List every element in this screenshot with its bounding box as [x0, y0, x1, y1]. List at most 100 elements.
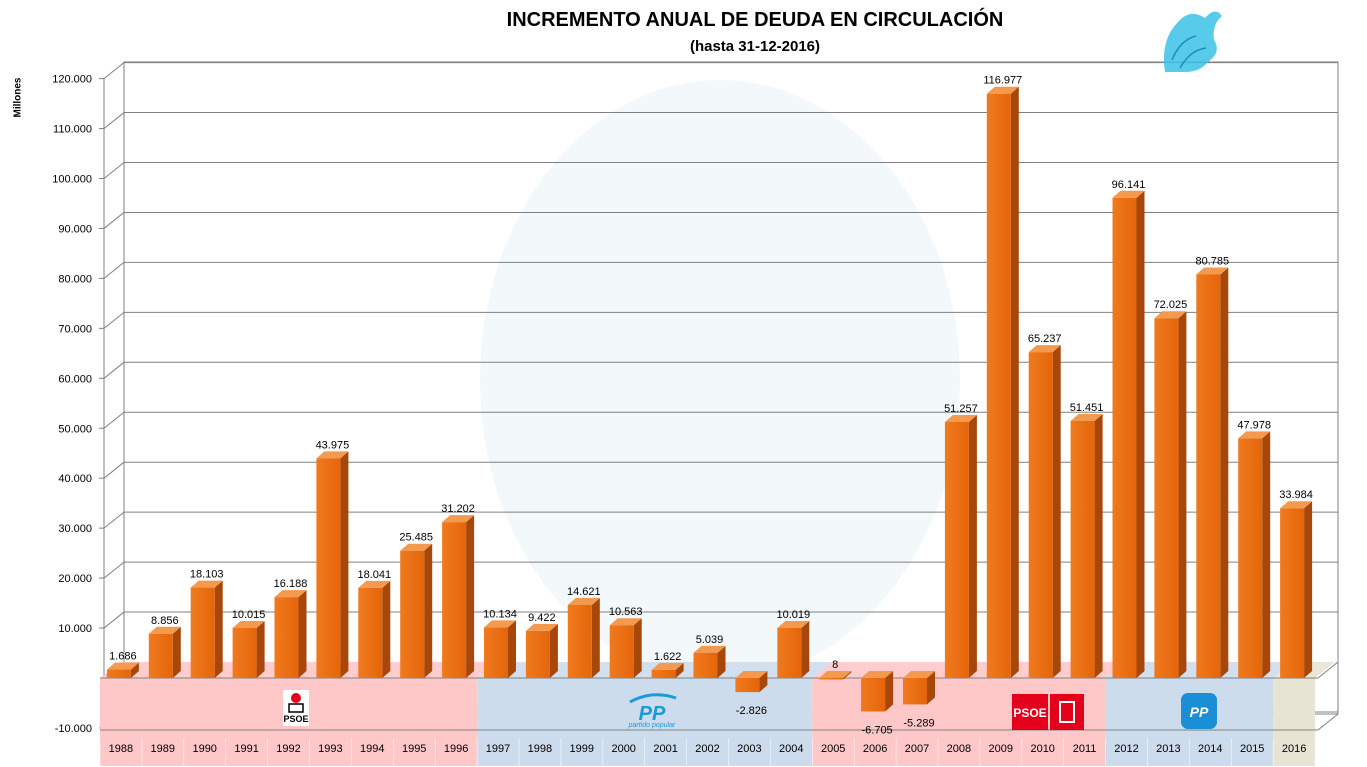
pp-logo-text: PP	[639, 703, 666, 725]
griffin-emblem-icon	[1163, 11, 1222, 73]
bar-side	[633, 618, 642, 678]
data-label: 43.975	[316, 439, 350, 451]
bar-top	[903, 671, 935, 678]
x-tick-label: 2006	[863, 743, 887, 755]
grid-diag	[103, 361, 125, 379]
bar-top	[1028, 345, 1061, 353]
bar-front	[693, 652, 718, 678]
y-tick-label: 30.000	[58, 523, 92, 535]
bar-front	[944, 421, 969, 678]
x-tick-label: 2016	[1282, 743, 1306, 755]
x-tick-label: 2010	[1030, 743, 1054, 755]
bar-front	[316, 458, 341, 678]
y-tick-label: 90.000	[58, 223, 92, 235]
bar-side	[214, 580, 223, 678]
data-label: 25.485	[399, 532, 433, 544]
bar-side	[130, 662, 139, 678]
period-band	[1273, 678, 1316, 766]
data-label: 9.422	[528, 612, 556, 624]
bar	[442, 515, 475, 678]
data-label: 10.015	[232, 609, 266, 621]
data-label: 5.039	[696, 634, 724, 646]
data-label: 72.025	[1154, 299, 1188, 311]
x-tick-label: 1988	[109, 743, 133, 755]
bar-top	[567, 597, 600, 605]
bar-top	[861, 671, 894, 678]
bar-front	[1070, 421, 1095, 678]
bar-front	[1154, 318, 1179, 678]
bar	[861, 671, 894, 712]
y-tick-label: 40.000	[58, 473, 92, 485]
bar-side	[466, 515, 475, 678]
bar-side	[1010, 86, 1019, 678]
data-label: 80.785	[1195, 255, 1229, 267]
x-tick-label: 2008	[947, 743, 971, 755]
x-tick-label: 2005	[821, 743, 845, 755]
grid-diag	[103, 561, 125, 579]
data-label: 10.134	[483, 608, 517, 620]
x-tick-label: 1999	[570, 743, 594, 755]
bar-top	[735, 671, 768, 678]
bar-front	[148, 633, 173, 678]
pp-badge-text: PP	[1190, 704, 1209, 720]
data-label: 10.563	[609, 606, 643, 618]
bar	[106, 662, 139, 678]
x-tick-label: 2013	[1156, 743, 1180, 755]
data-label: -2.826	[736, 705, 767, 717]
x-tick-label: 2001	[653, 743, 677, 755]
data-label: 51.451	[1070, 402, 1104, 414]
bar-front	[1196, 274, 1221, 678]
bar	[903, 671, 935, 705]
y-tick-label: -10.000	[55, 723, 92, 735]
bar-top	[1238, 431, 1271, 439]
bar	[693, 645, 726, 678]
bar-front	[819, 677, 844, 680]
bar-top	[693, 645, 726, 653]
x-tick-label: 2014	[1198, 743, 1222, 755]
bar-front	[106, 669, 131, 678]
bar-front	[400, 550, 425, 678]
bar	[400, 543, 433, 678]
bar-side	[508, 620, 516, 678]
bar-side	[885, 671, 894, 712]
x-tick-label: 1992	[276, 743, 300, 755]
data-label: 96.141	[1112, 179, 1146, 191]
bar	[986, 86, 1019, 678]
x-tick-label: 2007	[905, 743, 929, 755]
data-label: 116.977	[983, 75, 1022, 87]
bar-side	[1220, 267, 1229, 678]
bar-side	[675, 662, 684, 678]
pp-badge	[1181, 693, 1217, 729]
bar-front	[986, 93, 1011, 678]
bar-top	[944, 414, 977, 422]
y-tick-label: 120.000	[52, 74, 92, 86]
bar-top	[400, 543, 433, 551]
bar	[1154, 311, 1187, 678]
bar-side	[591, 597, 600, 678]
bar-top	[777, 620, 810, 628]
fist-rose-icon	[1059, 701, 1075, 723]
bar-front	[484, 627, 508, 678]
bar	[1070, 414, 1103, 678]
x-tick-label: 2009	[989, 743, 1013, 755]
chart-subtitle: (hasta 31-12-2016)	[689, 38, 821, 55]
bar-front	[567, 604, 592, 678]
bar-top	[1196, 267, 1229, 275]
bar-side	[424, 543, 433, 678]
gull-icon	[629, 693, 677, 704]
y-tick-label: 100.000	[52, 174, 92, 186]
data-label: 33.984	[1279, 489, 1313, 501]
bar-side	[801, 620, 810, 678]
grid-diag	[103, 311, 125, 329]
bar-front	[442, 522, 467, 678]
data-label: 18.103	[190, 569, 224, 581]
grid-diag	[103, 212, 125, 229]
grid-diag	[103, 112, 125, 129]
bar	[819, 670, 852, 680]
bar-side	[172, 626, 181, 678]
x-tick-label: 1990	[192, 743, 216, 755]
bar-side	[1262, 431, 1271, 678]
bar	[274, 590, 307, 678]
pp-logo-subtext: partido popular	[628, 722, 676, 729]
